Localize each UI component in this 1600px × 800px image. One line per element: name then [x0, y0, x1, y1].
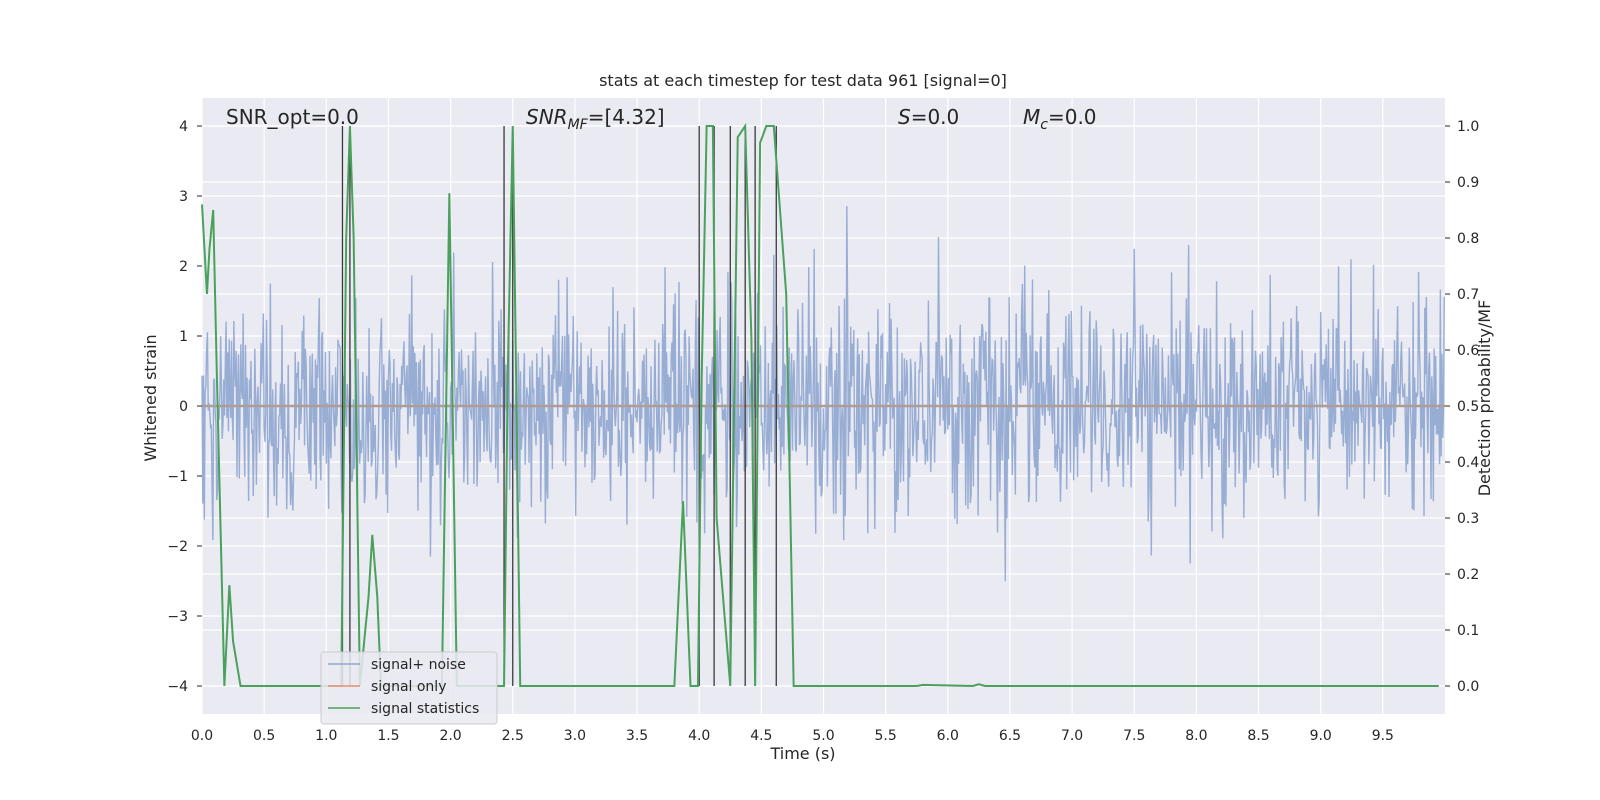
y-tick-label: 1: [179, 329, 188, 345]
y-axis-label-right: Detection probability/MF: [1475, 300, 1494, 497]
y-axis-label: Whitened strain: [141, 334, 160, 461]
x-tick-label: 6.0: [937, 728, 959, 744]
y-tick-label: 0: [179, 399, 188, 415]
mc-subscript: c: [1040, 117, 1048, 133]
x-tick-label: 6.5: [999, 728, 1021, 744]
x-tick-label: 8.0: [1185, 728, 1207, 744]
legend-label-signal-statistics: signal statistics: [371, 701, 479, 717]
y-right-tick-label: 0.3: [1457, 511, 1479, 527]
x-tick-label: 1.5: [377, 728, 399, 744]
y-tick-label: −3: [167, 609, 188, 625]
y-right-tick-label: 0.7: [1457, 287, 1479, 303]
plot-area: 0.0 0.5 1.0 1.5 2.0 2.5 3.0 3.5 4.0 4.5 5.0 5.5 6.0 6…: [167, 98, 1479, 744]
y-right-tick-label: 0.8: [1457, 231, 1479, 247]
snr-mf-value: =[4.32]: [588, 105, 665, 129]
mc-symbol: M: [1023, 105, 1040, 129]
x-tick-label: 7.5: [1123, 728, 1145, 744]
s-symbol: S: [898, 105, 911, 129]
x-tick-label: 3.5: [626, 728, 648, 744]
y-right-tick-label: 0.4: [1457, 455, 1479, 471]
annotation-s: S=0.0: [898, 105, 959, 129]
series-signal-noise: [201, 206, 1445, 582]
y-tick-label: 4: [179, 119, 188, 135]
legend: signal+ noise signal only signal statist…: [320, 651, 498, 725]
x-tick-label: 0.0: [191, 728, 213, 744]
y-tick-label: 2: [179, 259, 188, 275]
annotation-snr-mf: SNRMF=[4.32]: [526, 105, 665, 133]
x-tick-label: 4.0: [688, 728, 710, 744]
y-right-tick-label: 0.2: [1457, 567, 1479, 583]
x-tick-label: 7.0: [1061, 728, 1083, 744]
x-tick-label: 9.5: [1372, 728, 1394, 744]
snr-mf-symbol: SNR: [526, 105, 568, 129]
chart-title: stats at each timestep for test data 961…: [599, 71, 1007, 90]
x-tick-label: 2.5: [502, 728, 524, 744]
y-tick-label: −2: [167, 539, 188, 555]
x-tick-label: 2.0: [439, 728, 461, 744]
x-tick-label: 4.5: [750, 728, 772, 744]
annotation-mc: Mc=0.0: [1023, 105, 1097, 133]
s-value: =0.0: [911, 105, 960, 129]
mc-value: =0.0: [1048, 105, 1097, 129]
annotation-snr-opt: SNR_opt=0.0: [226, 105, 359, 129]
legend-label-signal-noise: signal+ noise: [371, 657, 466, 673]
legend-label-signal-only: signal only: [371, 679, 446, 695]
x-tick-label: 8.5: [1247, 728, 1269, 744]
x-tick-label: 3.0: [564, 728, 586, 744]
y-tick-label: −4: [167, 679, 188, 695]
legend-frame: [320, 651, 498, 725]
x-tick-label: 0.5: [253, 728, 275, 744]
y-tick-label: −1: [167, 469, 188, 485]
y-right-tick-label: 0.1: [1457, 623, 1479, 639]
series-signal-statistics: [201, 122, 1439, 688]
snr-mf-subscript: MF: [568, 117, 589, 133]
y-right-tick-label: 1.0: [1457, 119, 1479, 135]
y-right-tick-label: 0.9: [1457, 175, 1479, 191]
x-axis-label: Time (s): [769, 744, 835, 763]
y-right-tick-label: 0.5: [1457, 399, 1479, 415]
x-tick-label: 1.0: [315, 728, 337, 744]
y-right-tick-label: 0.0: [1457, 679, 1479, 695]
x-tick-label: 9.0: [1310, 728, 1332, 744]
x-tick-label: 5.0: [812, 728, 834, 744]
y-tick-label: 3: [179, 189, 188, 205]
x-tick-label: 5.5: [875, 728, 897, 744]
y-right-tick-label: 0.6: [1457, 343, 1479, 359]
